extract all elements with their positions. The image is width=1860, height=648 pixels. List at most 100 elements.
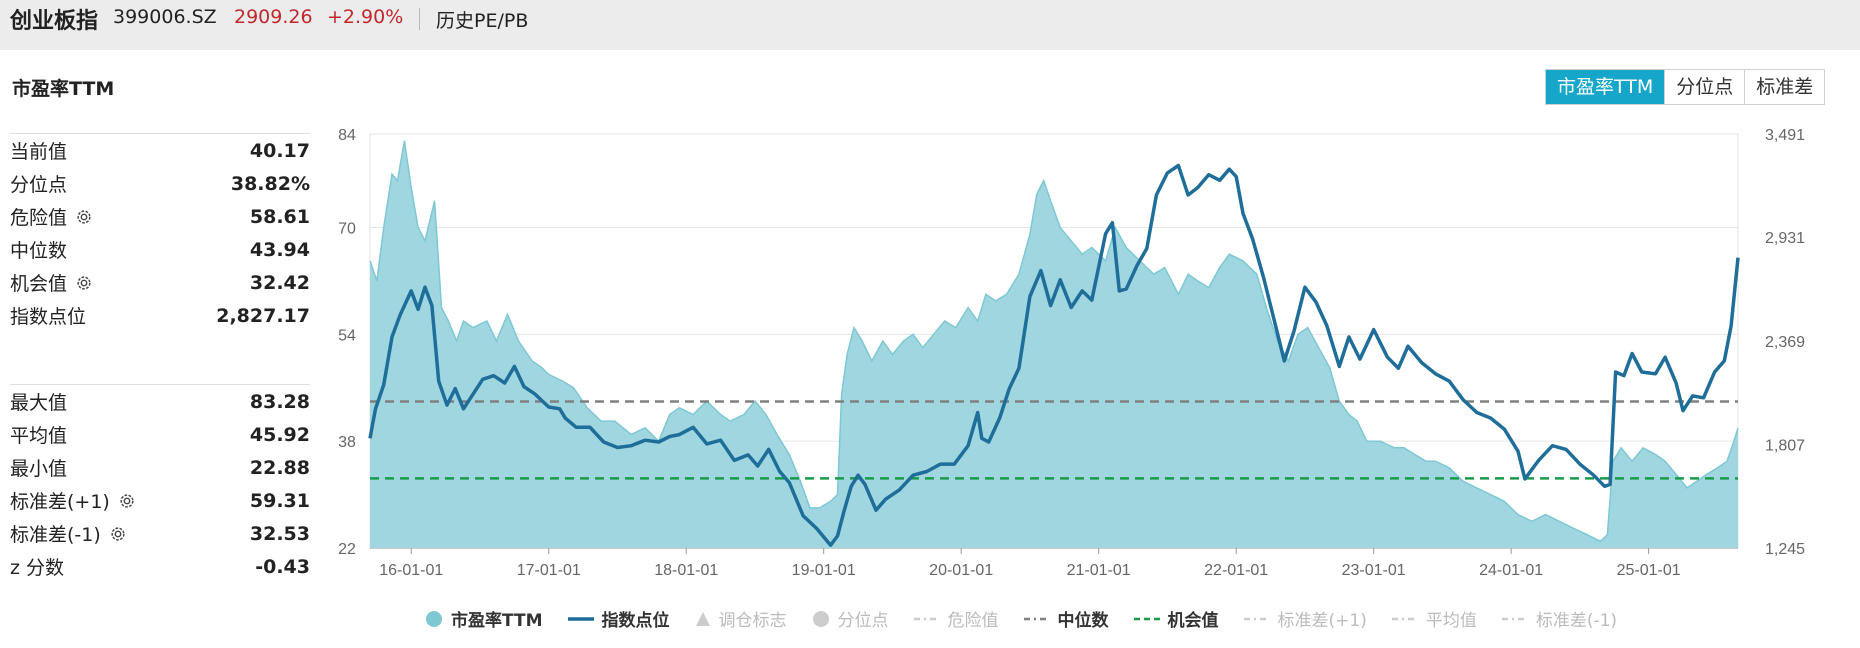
gear-icon[interactable] (75, 208, 93, 226)
x-tick-label: 23-01-01 (1342, 562, 1406, 579)
y-right-tick-label: 1,245 (1765, 541, 1805, 558)
tab-percentile[interactable]: 分位点 (1664, 70, 1745, 104)
y-right-tick-label: 2,369 (1765, 334, 1805, 351)
page-title: 历史PE/PB (436, 10, 529, 32)
x-tick-label: 24-01-01 (1479, 562, 1543, 579)
stat-label: 标准差(+1) (10, 491, 110, 513)
stat-row: 标准差(+1) 59.31 (10, 484, 310, 517)
legend-item[interactable]: 平均值 (1391, 606, 1477, 631)
stat-value: 59.31 (249, 489, 310, 512)
legend-symbol (812, 610, 830, 628)
legend-item[interactable]: 指数点位 (567, 606, 670, 631)
y-right-tick-label: 3,491 (1765, 127, 1805, 144)
y-left-tick-label: 38 (338, 434, 356, 451)
stat-label: 当前值 (10, 141, 68, 163)
x-tick-label: 21-01-01 (1067, 562, 1131, 579)
legend-item[interactable]: 危险值 (913, 606, 999, 631)
y-right-tick-label: 1,807 (1765, 437, 1805, 454)
stat-label: 最大值 (10, 392, 68, 414)
x-tick-label: 18-01-01 (654, 562, 718, 579)
tab-std-dev[interactable]: 标准差 (1744, 70, 1825, 104)
legend-item[interactable]: 中位数 (1023, 606, 1109, 631)
y-left-tick-label: 22 (338, 541, 356, 558)
gear-icon[interactable] (118, 492, 136, 510)
y-left-tick-label: 70 (338, 220, 356, 237)
tab-pe-ttm[interactable]: 市盈率TTM (1546, 70, 1665, 104)
stat-label-wrap: z 分数 (10, 553, 64, 580)
stats-group-history: 最大值 83.28 平均值 45.92 最小值 22.88 标准差(+1) 59.31 标准差(… (10, 384, 310, 583)
x-tick-label: 17-01-01 (517, 562, 581, 579)
stat-value: 32.53 (249, 522, 310, 545)
x-tick-label: 22-01-01 (1204, 562, 1268, 579)
stat-label-wrap: 标准差(+1) (10, 487, 136, 514)
legend-symbol (425, 610, 443, 628)
stat-value: 38.82% (230, 172, 310, 195)
stat-label: 机会值 (10, 273, 68, 295)
legend-item[interactable]: 市盈率TTM (425, 606, 543, 631)
x-tick-label: 20-01-01 (929, 562, 993, 579)
pe-chart: 22 1,245 38 1,807 54 2,369 70 2,931 84 3,491 16-01… (338, 127, 1805, 579)
stat-label-wrap: 标准差(-1) (10, 520, 127, 547)
chart-legend: 市盈率TTM 指数点位 调仓标志 分位点 危险值 中位数 机会值 标准差(+1) 平均值 标准差(… (425, 606, 1642, 631)
stats-group-current: 当前值 40.17 分位点 38.82% 危险值 58.61 中位数 43.94 机会值 32.4… (10, 133, 310, 332)
y-right-tick-label: 2,931 (1765, 230, 1805, 247)
legend-symbol (1023, 616, 1050, 622)
stat-label-wrap: 分位点 (10, 170, 67, 197)
stat-value: 45.92 (249, 423, 310, 446)
pe-area (370, 140, 1738, 548)
legend-symbol (695, 611, 711, 627)
stat-value: 58.61 (249, 205, 310, 228)
legend-item[interactable]: 分位点 (812, 606, 889, 631)
stat-row: 最小值 22.88 (10, 451, 310, 484)
stat-row: 中位数 43.94 (10, 233, 310, 266)
legend-label: 调仓标志 (718, 611, 787, 631)
gear-icon[interactable] (75, 274, 93, 292)
legend-item[interactable]: 机会值 (1133, 606, 1219, 631)
legend-item[interactable]: 调仓标志 (695, 606, 787, 631)
index-price: 2909.26 (234, 6, 313, 28)
stat-value: 43.94 (249, 238, 310, 261)
legend-symbol (1243, 616, 1270, 622)
x-tick-label: 19-01-01 (792, 562, 856, 579)
legend-item[interactable]: 标准差(-1) (1501, 606, 1618, 631)
stat-row: 机会值 32.42 (10, 266, 310, 299)
legend-symbol (913, 616, 940, 622)
index-code: 399006.SZ (113, 6, 217, 28)
stat-row: 当前值 40.17 (10, 134, 310, 167)
stat-value: -0.43 (255, 555, 310, 578)
stat-label-wrap: 机会值 (10, 269, 93, 296)
stat-label-wrap: 当前值 (10, 137, 67, 164)
header-divider (419, 8, 420, 30)
legend-label: 指数点位 (601, 611, 670, 631)
stat-label-wrap: 最小值 (10, 454, 67, 481)
stat-label-wrap: 最大值 (10, 388, 67, 415)
legend-symbol (1133, 616, 1160, 622)
legend-item[interactable]: 标准差(+1) (1243, 606, 1367, 631)
stat-label: 平均值 (10, 425, 68, 447)
stat-label: z 分数 (10, 557, 65, 579)
legend-symbol (1501, 616, 1528, 622)
y-left-tick-label: 84 (338, 127, 356, 144)
stat-value: 2,827.17 (216, 304, 310, 327)
legend-label: 分位点 (837, 611, 889, 631)
gear-icon[interactable] (109, 525, 127, 543)
stat-value: 32.42 (249, 271, 310, 294)
stat-row: 危险值 58.61 (10, 200, 310, 233)
header-bar: 创业板指 399006.SZ 2909.26 +2.90% 历史PE/PB (0, 0, 1860, 50)
stat-label: 最小值 (10, 458, 68, 480)
metric-tabs: 市盈率TTM 分位点 标准差 (1545, 69, 1826, 105)
index-line (368, 163, 1740, 547)
stat-label: 指数点位 (10, 306, 87, 328)
index-name: 创业板指 (10, 9, 99, 34)
stat-label: 标准差(-1) (10, 524, 101, 546)
y-left-tick-label: 54 (338, 327, 356, 344)
panel-title: 市盈率TTM (12, 78, 115, 100)
stat-label-wrap: 平均值 (10, 421, 67, 448)
stat-label: 分位点 (10, 174, 68, 196)
legend-label: 平均值 (1425, 611, 1477, 631)
legend-label: 标准差(-1) (1535, 611, 1618, 631)
stat-row: 指数点位 2,827.17 (10, 299, 310, 332)
x-tick-label: 16-01-01 (379, 562, 443, 579)
stat-value: 40.17 (249, 139, 310, 162)
stat-value: 83.28 (249, 390, 310, 413)
